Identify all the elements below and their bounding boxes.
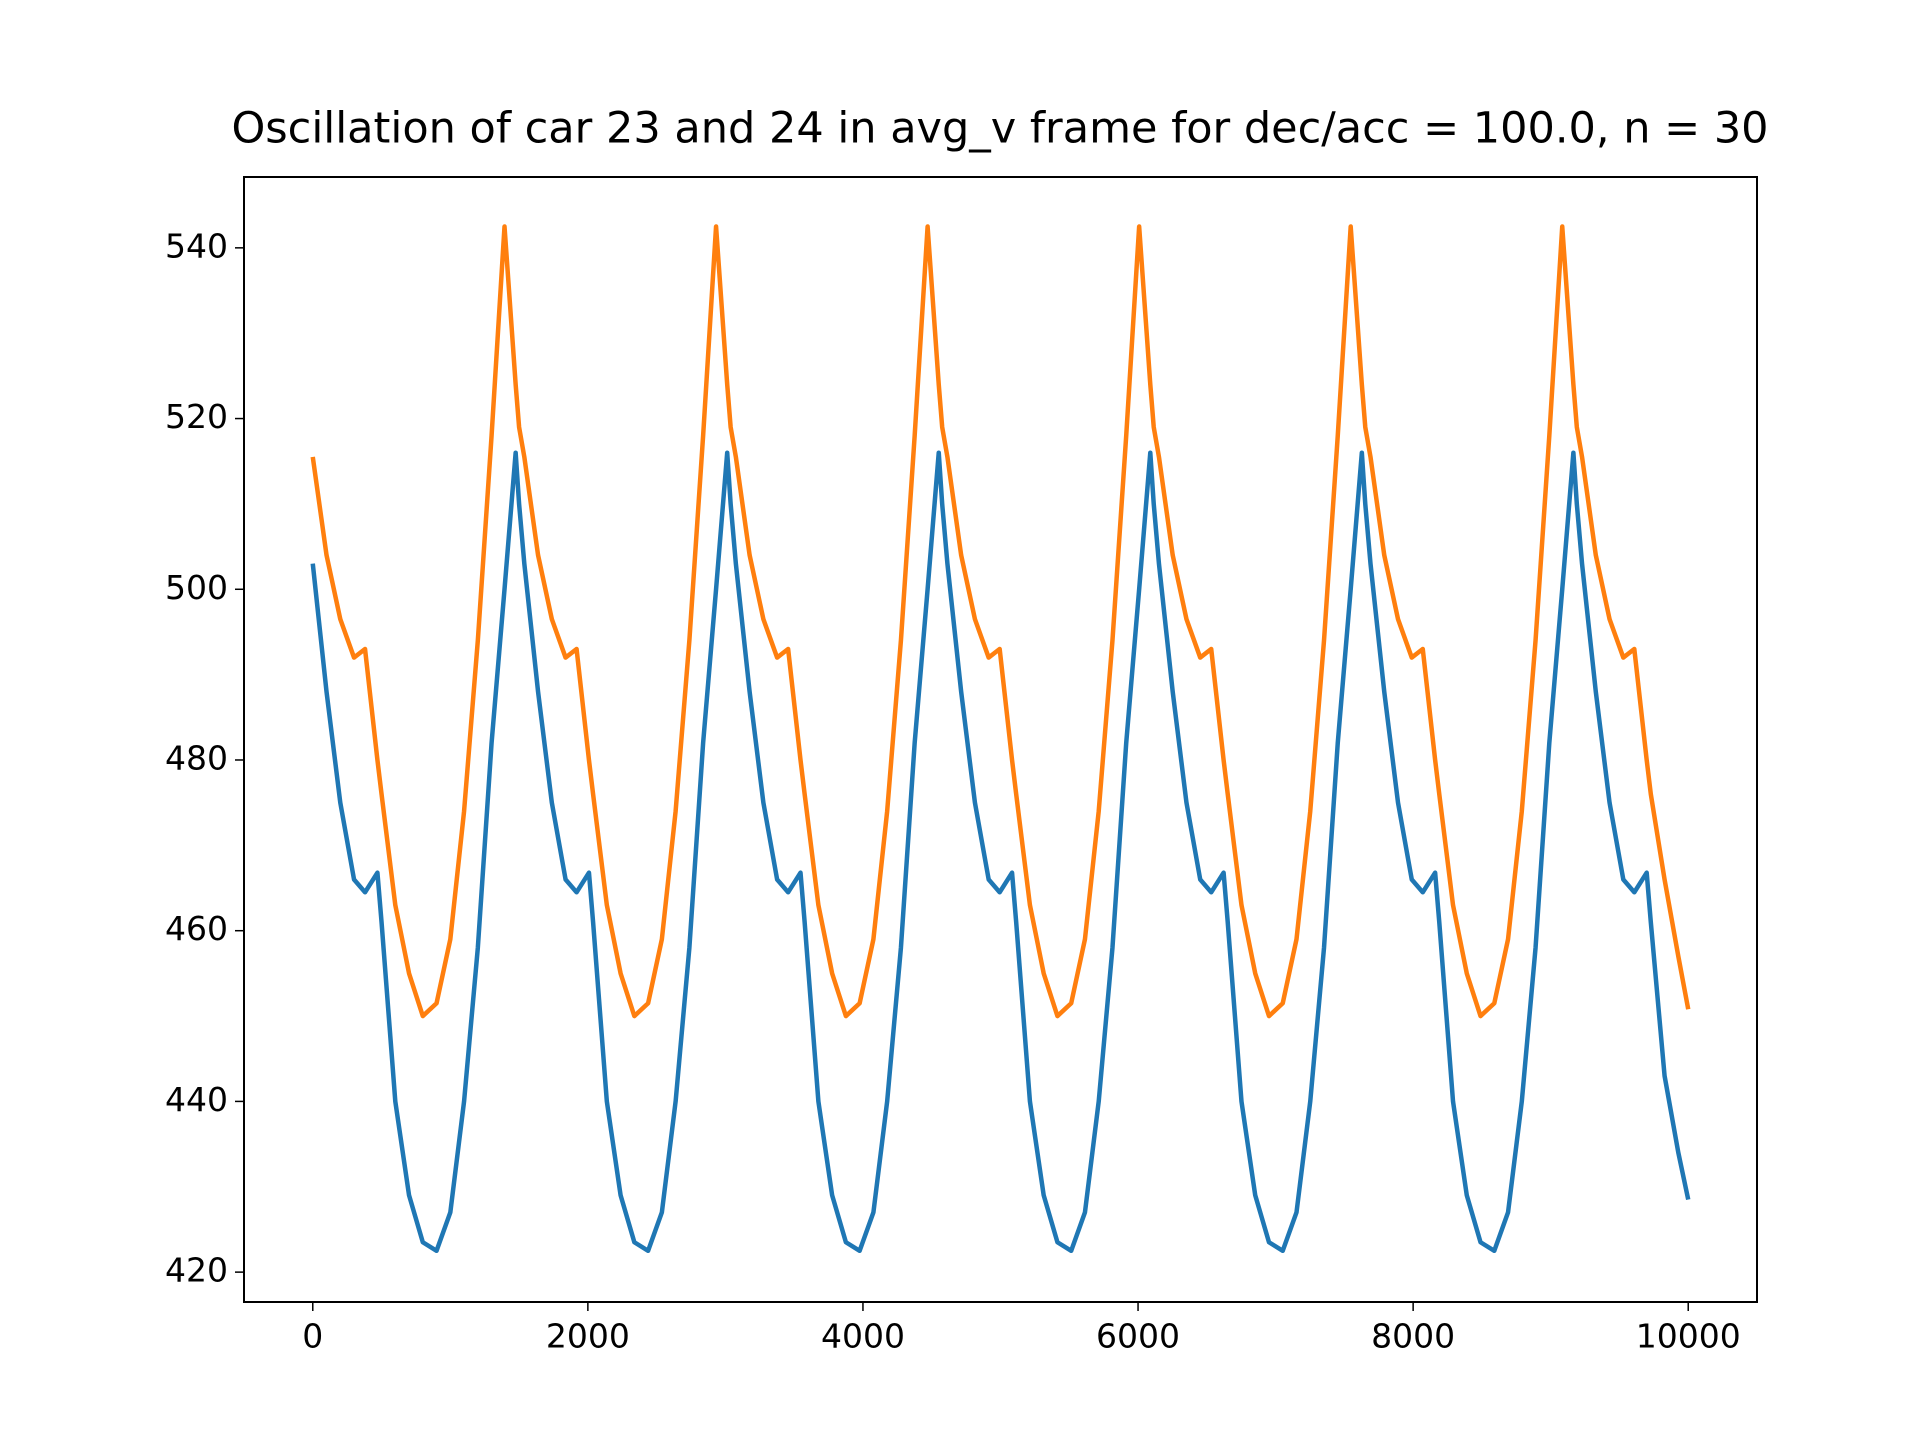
y-tick-label: 500 xyxy=(165,568,228,607)
series-line xyxy=(310,224,1691,1019)
y-tick-label: 420 xyxy=(165,1251,228,1290)
chart-title: Oscillation of car 23 and 24 in avg_v fr… xyxy=(231,104,1768,154)
y-tick-label: 480 xyxy=(165,738,228,777)
x-tick-label: 6000 xyxy=(1096,1317,1180,1356)
x-tick-label: 2000 xyxy=(546,1317,630,1356)
x-tick-label: 10000 xyxy=(1636,1317,1741,1356)
x-tick-label: 4000 xyxy=(821,1317,905,1356)
y-tick-label: 520 xyxy=(165,397,228,436)
plot-frame xyxy=(243,176,1758,1303)
y-tick-label: 440 xyxy=(165,1080,228,1119)
x-tick-label: 0 xyxy=(302,1317,323,1356)
series-line xyxy=(310,450,1691,1254)
y-tick-label: 540 xyxy=(165,226,228,265)
y-tick-label: 460 xyxy=(165,909,228,948)
x-tick-label: 8000 xyxy=(1371,1317,1455,1356)
